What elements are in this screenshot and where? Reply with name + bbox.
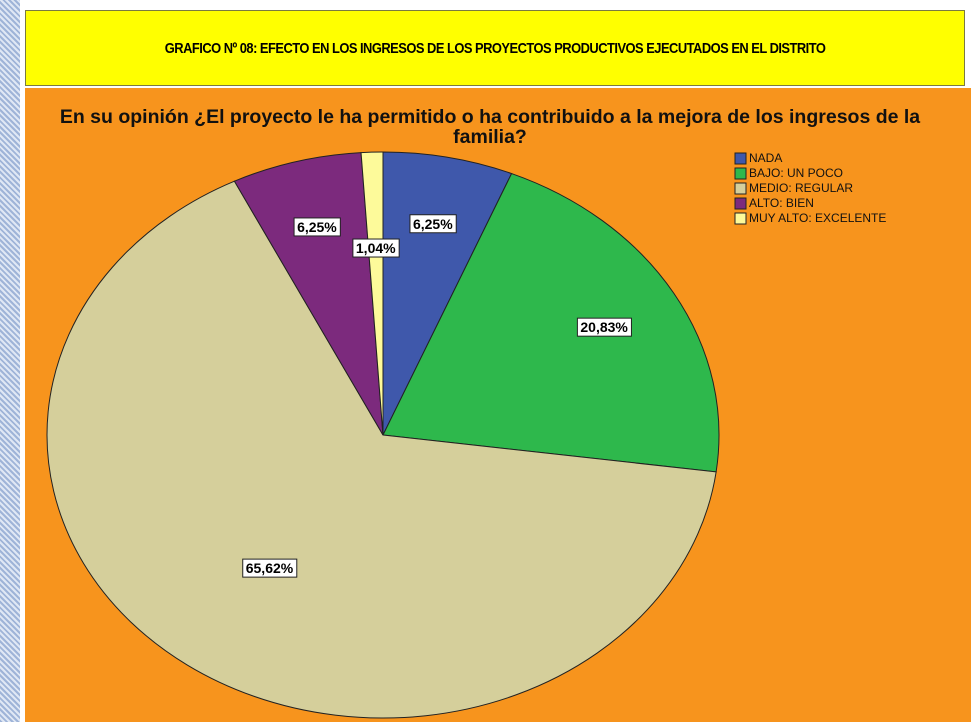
data-label: 6,25% bbox=[413, 216, 453, 232]
data-label: 6,25% bbox=[297, 219, 337, 235]
legend-swatch bbox=[734, 212, 747, 225]
data-label-box bbox=[293, 217, 341, 237]
pie-slice bbox=[233, 152, 384, 436]
legend-label: ALTO: BIEN bbox=[749, 196, 814, 210]
legend-swatch bbox=[734, 167, 747, 180]
data-label-box bbox=[409, 214, 457, 234]
data-label: 65,62% bbox=[246, 560, 294, 576]
legend-swatch bbox=[734, 197, 747, 210]
header-title: GRAFICO Nº 08: EFECTO EN LOS INGRESOS DE… bbox=[164, 39, 826, 57]
legend-label: MUY ALTO: EXCELENTE bbox=[749, 211, 886, 225]
legend-swatch bbox=[734, 152, 747, 165]
chart-title: En su opinión ¿El proyecto le ha permiti… bbox=[59, 106, 921, 148]
legend-label: MEDIO: REGULAR bbox=[749, 181, 853, 195]
data-label-box bbox=[576, 317, 632, 337]
pie-slice bbox=[382, 172, 720, 473]
legend-label: BAJO: UN POCO bbox=[749, 166, 843, 180]
data-label-box bbox=[352, 238, 400, 258]
data-label-box bbox=[242, 558, 298, 578]
data-label: 20,83% bbox=[580, 319, 628, 335]
header-box: GRAFICO Nº 08: EFECTO EN LOS INGRESOS DE… bbox=[25, 10, 965, 86]
side-strip bbox=[0, 0, 20, 722]
legend-swatch bbox=[734, 182, 747, 195]
legend-label: NADA bbox=[749, 151, 782, 165]
pie-slice bbox=[360, 151, 384, 436]
data-label: 1,04% bbox=[356, 240, 396, 256]
pie-slice bbox=[46, 180, 717, 719]
